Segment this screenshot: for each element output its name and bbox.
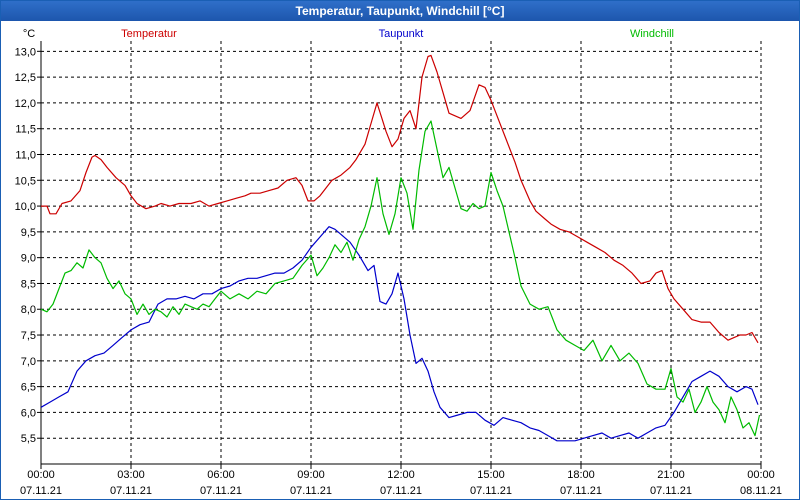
- x-tick-time: 00:00: [747, 469, 775, 481]
- y-tick-label: 13,0: [15, 46, 36, 58]
- x-tick-time: 12:00: [387, 469, 415, 481]
- x-tick-time: 21:00: [657, 469, 685, 481]
- y-tick-label: 5,5: [21, 433, 36, 445]
- y-tick-label: 9,5: [21, 227, 36, 239]
- series-line-windchill: [40, 120, 761, 437]
- y-tick-label: 9,0: [21, 253, 36, 265]
- x-tick-time: 09:00: [297, 469, 325, 481]
- y-tick-label: 12,0: [15, 98, 36, 110]
- x-tick-date: 07.11.21: [470, 485, 512, 497]
- x-tick-date: 07.11.21: [110, 485, 152, 497]
- series-line-temperatur: [41, 54, 759, 344]
- x-tick-time: 00:00: [27, 469, 55, 481]
- y-axis-unit: °C: [23, 28, 35, 40]
- x-tick-time: 18:00: [567, 469, 595, 481]
- y-tick-label: 11,0: [15, 149, 36, 161]
- x-tick-date: 08.11.21: [740, 485, 782, 497]
- x-tick-date: 07.11.21: [20, 485, 62, 497]
- y-tick-label: 6,0: [21, 407, 36, 419]
- series-line-taupunkt: [40, 226, 759, 442]
- chart-canvas: 5,5 6,0 6,5 7,0 7,5 8,0 8,5 9,0 9,5 10,0 10,5 11,0 1…: [15, 28, 782, 497]
- y-tick-label: 10,0: [15, 201, 36, 213]
- x-tick-date: 07.11.21: [380, 485, 422, 497]
- y-tick-label: 8,5: [21, 278, 36, 290]
- y-tick-label: 12,5: [15, 72, 36, 84]
- x-tick-time: 03:00: [117, 469, 145, 481]
- x-tick-date: 07.11.21: [200, 485, 242, 497]
- window-title: Temperatur, Taupunkt, Windchill [°C]: [1, 1, 799, 21]
- x-tick-date: 07.11.21: [290, 485, 332, 497]
- x-tick-date: 07.11.21: [650, 485, 692, 497]
- legend-temperatur: Temperatur: [121, 28, 177, 40]
- x-tick-time: 15:00: [477, 469, 505, 481]
- legend-windchill: Windchill: [630, 28, 674, 40]
- y-tick-label: 10,5: [15, 175, 36, 187]
- y-tick-label: 7,5: [21, 330, 36, 342]
- y-tick-label: 8,0: [21, 304, 36, 316]
- legend-taupunkt: Taupunkt: [379, 28, 424, 40]
- x-tick-date: 07.11.21: [560, 485, 602, 497]
- y-tick-label: 6,5: [21, 382, 36, 394]
- y-tick-label: 11,5: [15, 124, 36, 136]
- x-tick-time: 06:00: [207, 469, 235, 481]
- y-tick-label: 7,0: [21, 356, 36, 368]
